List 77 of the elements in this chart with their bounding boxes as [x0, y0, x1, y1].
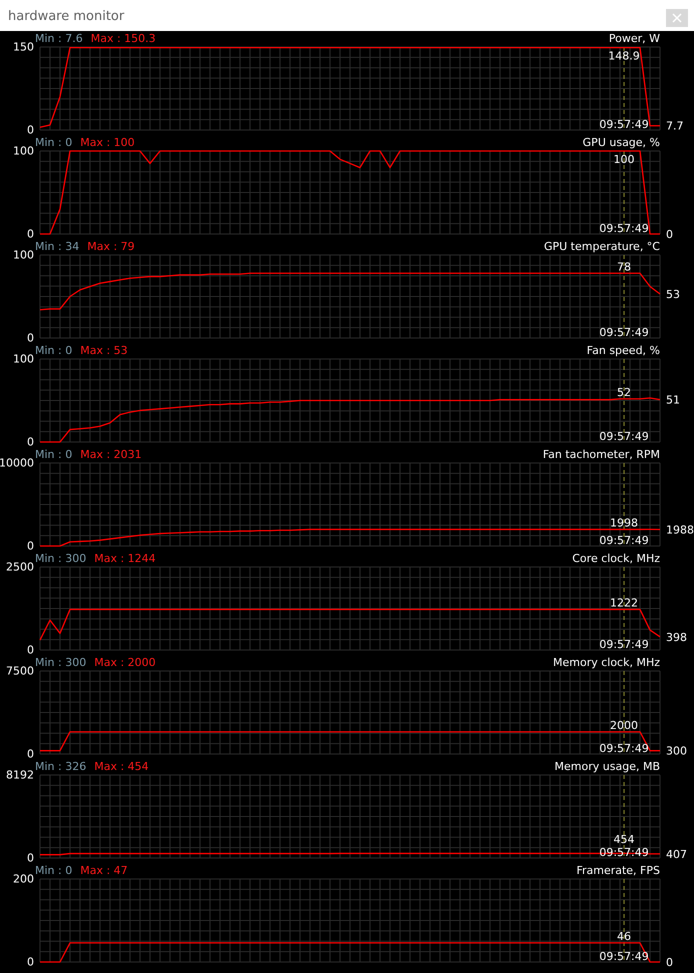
text: 300 [666, 744, 687, 758]
text: hardware monitor [8, 9, 125, 24]
text: 1988 [666, 524, 694, 536]
text: Max : 150.3 [90, 32, 156, 45]
text: Min : 7.6 [35, 32, 83, 45]
annotation: 52 [617, 386, 632, 399]
annotation: 46 [617, 930, 632, 943]
annotation: 2000 [610, 718, 638, 732]
chart-title: Power, W [608, 32, 660, 45]
text: Max : 1244 [94, 552, 156, 565]
text: Min : 326 [35, 760, 86, 773]
y-tick-label: 0 [27, 332, 34, 345]
annotation: 09:57:49 [599, 742, 649, 755]
annotation: 09:57:49 [599, 326, 649, 339]
annotation: 09:57:49 [599, 534, 649, 547]
y-tick-label: 100 [13, 248, 34, 262]
y-tick-label: 150 [13, 40, 34, 54]
line-series [39, 46, 661, 128]
annotation: 1998 [610, 516, 638, 530]
annotation: 78 [617, 260, 632, 274]
text: 407 [666, 848, 687, 861]
chart-title: Memory clock, MHz [552, 656, 660, 669]
annotation: 09:57:49 [599, 638, 649, 651]
annotation: 09:57:49 [599, 118, 649, 131]
text: 398 [666, 630, 687, 644]
y-tick-label: 100 [13, 352, 34, 366]
y-tick-label: 200 [13, 872, 34, 886]
line-series [39, 608, 661, 641]
text: 0 [666, 228, 673, 241]
annotation: 09:57:49 [599, 222, 649, 235]
chart-title: Core clock, MHz [572, 552, 660, 565]
y-tick-label: 0 [27, 956, 34, 969]
y-tick-label: 10000 [0, 456, 34, 470]
text: Max : 79 [87, 240, 135, 253]
text: Max : 454 [94, 760, 149, 773]
text: Min : 0 [35, 344, 72, 357]
y-tick-label: 7500 [6, 664, 34, 678]
chart-title: Fan speed, % [586, 344, 660, 357]
annotation: 454 [614, 833, 635, 846]
chart-title: Framerate, FPS [576, 864, 660, 877]
line-series [39, 397, 661, 443]
annotation: 148.9 [608, 50, 640, 63]
chart-title: Fan tachometer, RPM [542, 448, 660, 461]
text: Max : 100 [80, 136, 135, 149]
y-tick-label: 0 [27, 436, 34, 449]
y-tick-label: 0 [27, 540, 34, 553]
text: Max : 2000 [94, 656, 156, 669]
y-tick-label: 0 [27, 124, 34, 137]
text: Max : 53 [80, 344, 128, 357]
y-tick-label: 8192 [6, 768, 34, 782]
annotation: 09:57:49 [599, 430, 649, 443]
text: Max : 47 [80, 864, 128, 877]
y-tick-label: 100 [13, 144, 34, 158]
annotation: 1222 [610, 596, 638, 610]
annotation: 100 [614, 153, 635, 166]
line-series [39, 272, 661, 310]
y-tick-label: 0 [27, 644, 34, 657]
y-tick-label: 0 [27, 852, 34, 865]
text: Min : 0 [35, 136, 72, 149]
y-tick-label: 0 [27, 748, 34, 761]
text: Max : 2031 [80, 448, 142, 461]
chart-title: GPU usage, % [582, 136, 660, 149]
y-tick-label: 0 [27, 228, 34, 241]
chart-title: GPU temperature, °C [544, 240, 660, 253]
text: 51 [666, 394, 680, 407]
y-tick-label: 2500 [6, 560, 34, 574]
text: Min : 0 [35, 448, 72, 461]
text: Min : 300 [35, 552, 86, 565]
line-series [39, 528, 661, 547]
text: Min : 300 [35, 656, 86, 669]
text: 0 [666, 956, 673, 969]
text: Min : 34 [35, 240, 80, 253]
line-series [39, 150, 661, 235]
text: Min : 0 [35, 864, 72, 877]
text: 7.7 [666, 120, 684, 133]
text: 53 [666, 288, 680, 302]
chart-title: Memory usage, MB [554, 760, 660, 773]
